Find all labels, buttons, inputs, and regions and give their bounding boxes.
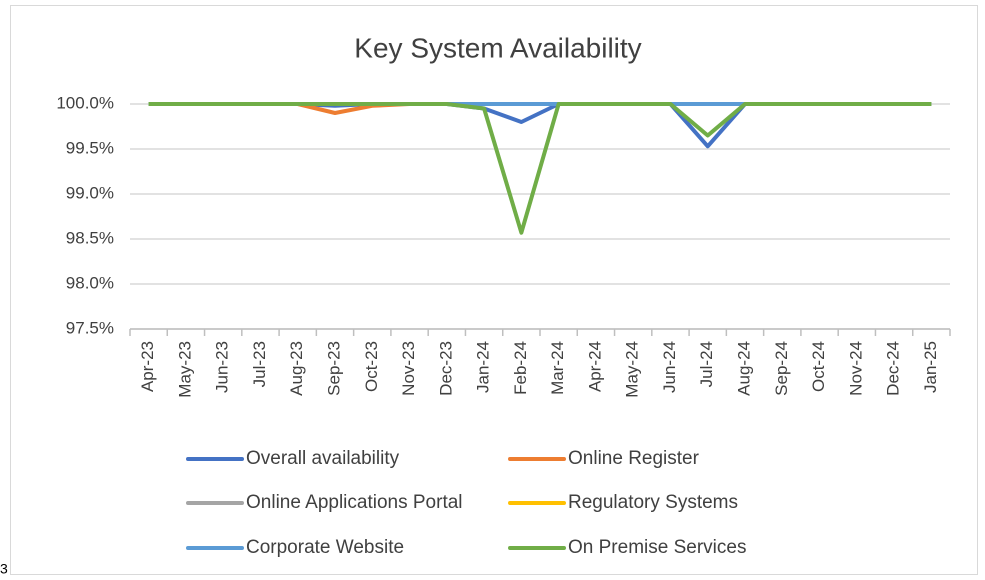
x-tick-label: Jan-24 bbox=[474, 341, 493, 393]
x-tick-label: Jan-25 bbox=[921, 341, 940, 393]
x-tick-label: Sep-23 bbox=[324, 341, 343, 396]
y-tick-label: 98.0% bbox=[66, 273, 114, 292]
legend-label: Corporate Website bbox=[246, 537, 404, 558]
x-tick-label: Jun-23 bbox=[213, 341, 232, 393]
x-tick-label: May-24 bbox=[623, 341, 642, 398]
x-tick-label: Aug-23 bbox=[287, 341, 306, 396]
x-tick-label: Jun-24 bbox=[660, 341, 679, 393]
x-tick-label: Nov-24 bbox=[846, 341, 865, 396]
x-tick-label: Apr-24 bbox=[585, 341, 604, 392]
x-tick-label: Sep-24 bbox=[772, 341, 791, 396]
x-tick-label: Jul-23 bbox=[250, 341, 269, 387]
y-tick-label: 97.5% bbox=[66, 318, 114, 337]
series-line bbox=[148, 102, 932, 235]
legend-label: Regulatory Systems bbox=[568, 492, 738, 513]
footnote-fragment: 3 bbox=[0, 561, 8, 577]
chart-title: Key System Availability bbox=[354, 32, 641, 63]
y-tick-label: 99.0% bbox=[66, 183, 114, 202]
y-tick-label: 99.5% bbox=[66, 138, 114, 157]
legend-label: Online Applications Portal bbox=[246, 492, 463, 513]
x-tick-label: Feb-24 bbox=[511, 341, 530, 395]
x-tick-label: May-23 bbox=[175, 341, 194, 398]
chart-border bbox=[10, 5, 978, 575]
x-tick-label: Dec-24 bbox=[884, 341, 903, 396]
x-tick-label: Dec-23 bbox=[436, 341, 455, 396]
y-tick-label: 100.0% bbox=[56, 93, 114, 112]
legend-label: Overall availability bbox=[246, 448, 400, 469]
x-tick-label: Aug-24 bbox=[734, 341, 753, 396]
legend-label: On Premise Services bbox=[568, 537, 746, 558]
x-tick-label: Apr-23 bbox=[138, 341, 157, 392]
legend-label: Online Register bbox=[568, 448, 700, 469]
y-tick-label: 98.5% bbox=[66, 228, 114, 247]
x-tick-label: Oct-23 bbox=[362, 341, 381, 392]
x-tick-label: Mar-24 bbox=[548, 341, 567, 395]
x-tick-label: Jul-24 bbox=[697, 341, 716, 387]
x-tick-label: Oct-24 bbox=[809, 341, 828, 392]
x-tick-label: Nov-23 bbox=[399, 341, 418, 396]
